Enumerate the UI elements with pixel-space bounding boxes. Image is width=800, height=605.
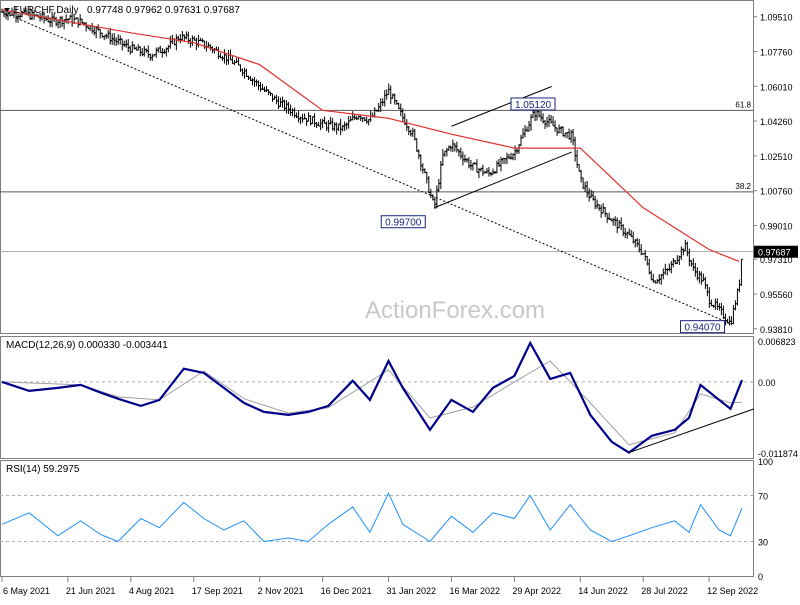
price-axis-label: 1.00760 xyxy=(760,187,793,197)
price-axis-label: 0.99010 xyxy=(760,221,793,231)
macd-layer xyxy=(0,340,755,454)
x-axis-label: 29 Apr 2022 xyxy=(512,586,561,596)
fib-level-label: 38.2 xyxy=(735,182,751,191)
x-axis-label: 16 Mar 2022 xyxy=(449,586,500,596)
moving-average-line xyxy=(1,9,740,262)
fib-level-label: 61.8 xyxy=(735,100,751,109)
watermark-text: ActionForex.com xyxy=(365,297,545,324)
x-axis-label: 17 Sep 2021 xyxy=(192,586,243,596)
rsi-title: RSI(14) 59.2975 xyxy=(6,464,80,475)
rsi-axis-label: 0 xyxy=(758,572,763,582)
x-axis-label: 16 Dec 2021 xyxy=(321,586,372,596)
ohlc-values: 0.97748 0.97962 0.97631 0.97687 xyxy=(87,5,240,16)
price-annotation-label: 0.94070 xyxy=(684,323,721,334)
rsi-line xyxy=(1,492,743,543)
current-price-label: 0.97687 xyxy=(758,248,791,258)
menu-triangle-icon[interactable] xyxy=(4,8,10,12)
axis-layer: 1.09510 1.07760 1.06010 1.04260 1.02510 1.007… xyxy=(1,13,798,596)
price-axis-label: 1.09510 xyxy=(760,13,793,23)
macd-title: MACD(12,26,9) 0.000330 -0.003441 xyxy=(6,340,168,351)
macd-axis-label: 0.006823 xyxy=(758,337,796,347)
price-axis-label: 0.93810 xyxy=(760,325,793,335)
current-price-box xyxy=(754,245,798,258)
price-annotation-label: 1.05120 xyxy=(515,100,552,111)
x-axis-label: 12 Sep 2022 xyxy=(707,586,758,596)
x-axis-label: 2 Nov 2021 xyxy=(258,586,304,596)
macd-axis-label: -0.011874 xyxy=(758,449,798,459)
price-axis-label: 0.95560 xyxy=(760,290,793,300)
x-axis-label: 14 Jun 2022 xyxy=(578,586,628,596)
trendline xyxy=(451,86,552,127)
x-axis-label: 6 May 2021 xyxy=(3,586,50,596)
rsi-axis-label: 70 xyxy=(758,492,768,502)
price-axis-label: 1.04260 xyxy=(760,117,793,127)
price-axis-label: 1.02510 xyxy=(760,152,793,162)
macd-line xyxy=(1,340,744,454)
ohlc-bars xyxy=(0,7,743,326)
price-layer: 61.8 38.2 0.99700 1.05120 0.94070 xyxy=(0,7,753,334)
price-panel-frame xyxy=(0,0,754,334)
price-axis-label: 1.07760 xyxy=(760,47,793,57)
x-axis-label: 21 Jun 2021 xyxy=(66,586,116,596)
price-axis-label: 1.06010 xyxy=(760,82,793,92)
x-axis-label: 31 Jan 2022 xyxy=(386,586,436,596)
trendline xyxy=(1,11,731,325)
rsi-layer xyxy=(0,492,753,543)
price-annotation-label: 0.99700 xyxy=(385,218,422,229)
macd-axis-label: 0.00 xyxy=(758,378,776,388)
price-axis-label: 0.97310 xyxy=(760,255,793,265)
rsi-axis-label: 30 xyxy=(758,538,768,548)
x-axis-label: 4 Aug 2021 xyxy=(129,586,175,596)
price-annotation-box xyxy=(510,97,556,111)
symbol-label: EURCHF,Daily xyxy=(13,5,79,16)
price-annotation-box xyxy=(380,215,426,229)
trendline xyxy=(434,151,572,209)
macd-trendline xyxy=(628,408,755,454)
rsi-axis-label: 100 xyxy=(758,457,773,467)
x-axis-label: 28 Jul 2022 xyxy=(641,586,688,596)
price-annotation-box xyxy=(680,320,726,334)
